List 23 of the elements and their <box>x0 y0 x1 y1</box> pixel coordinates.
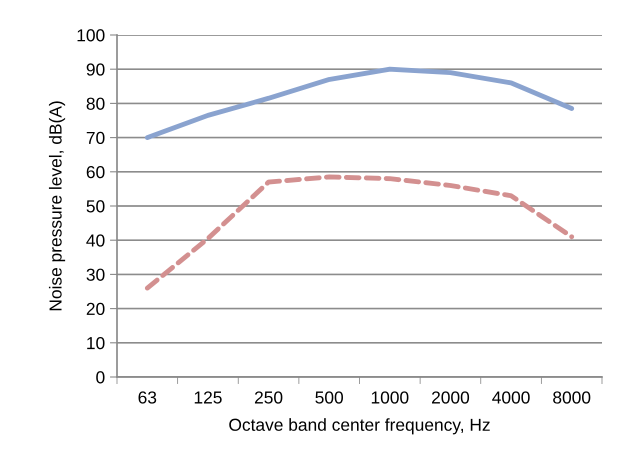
x-axis-title: Octave band center frequency, Hz <box>229 418 490 434</box>
y-tick-label: 70 <box>86 132 105 144</box>
x-tick-label: 1000 <box>372 391 408 404</box>
x-tick-label: 125 <box>194 391 222 404</box>
y-axis-title: Noise pressure level, dB(A) <box>48 101 66 310</box>
x-tick-label: 63 <box>138 391 156 404</box>
y-tick-label: 0 <box>96 371 105 384</box>
y-tick-label: 50 <box>86 200 105 212</box>
x-tick-label: 2000 <box>432 391 470 404</box>
line-series <box>144 174 574 291</box>
y-tick-label: 10 <box>87 336 105 350</box>
y-tick-label: 100 <box>78 29 105 42</box>
x-tick-label: 250 <box>254 391 282 404</box>
y-tick-label: 40 <box>86 234 105 247</box>
x-tick-label: 500 <box>315 391 343 404</box>
line-series <box>144 66 574 140</box>
y-tick-label: 30 <box>86 268 105 281</box>
y-tick-label: 90 <box>86 63 105 76</box>
x-tick-label: 8000 <box>553 391 590 404</box>
y-tick-label: 60 <box>86 166 105 178</box>
x-tick-label: 4000 <box>492 391 530 404</box>
y-tick-label: 20 <box>86 302 105 316</box>
y-tick-label: 80 <box>86 98 105 110</box>
